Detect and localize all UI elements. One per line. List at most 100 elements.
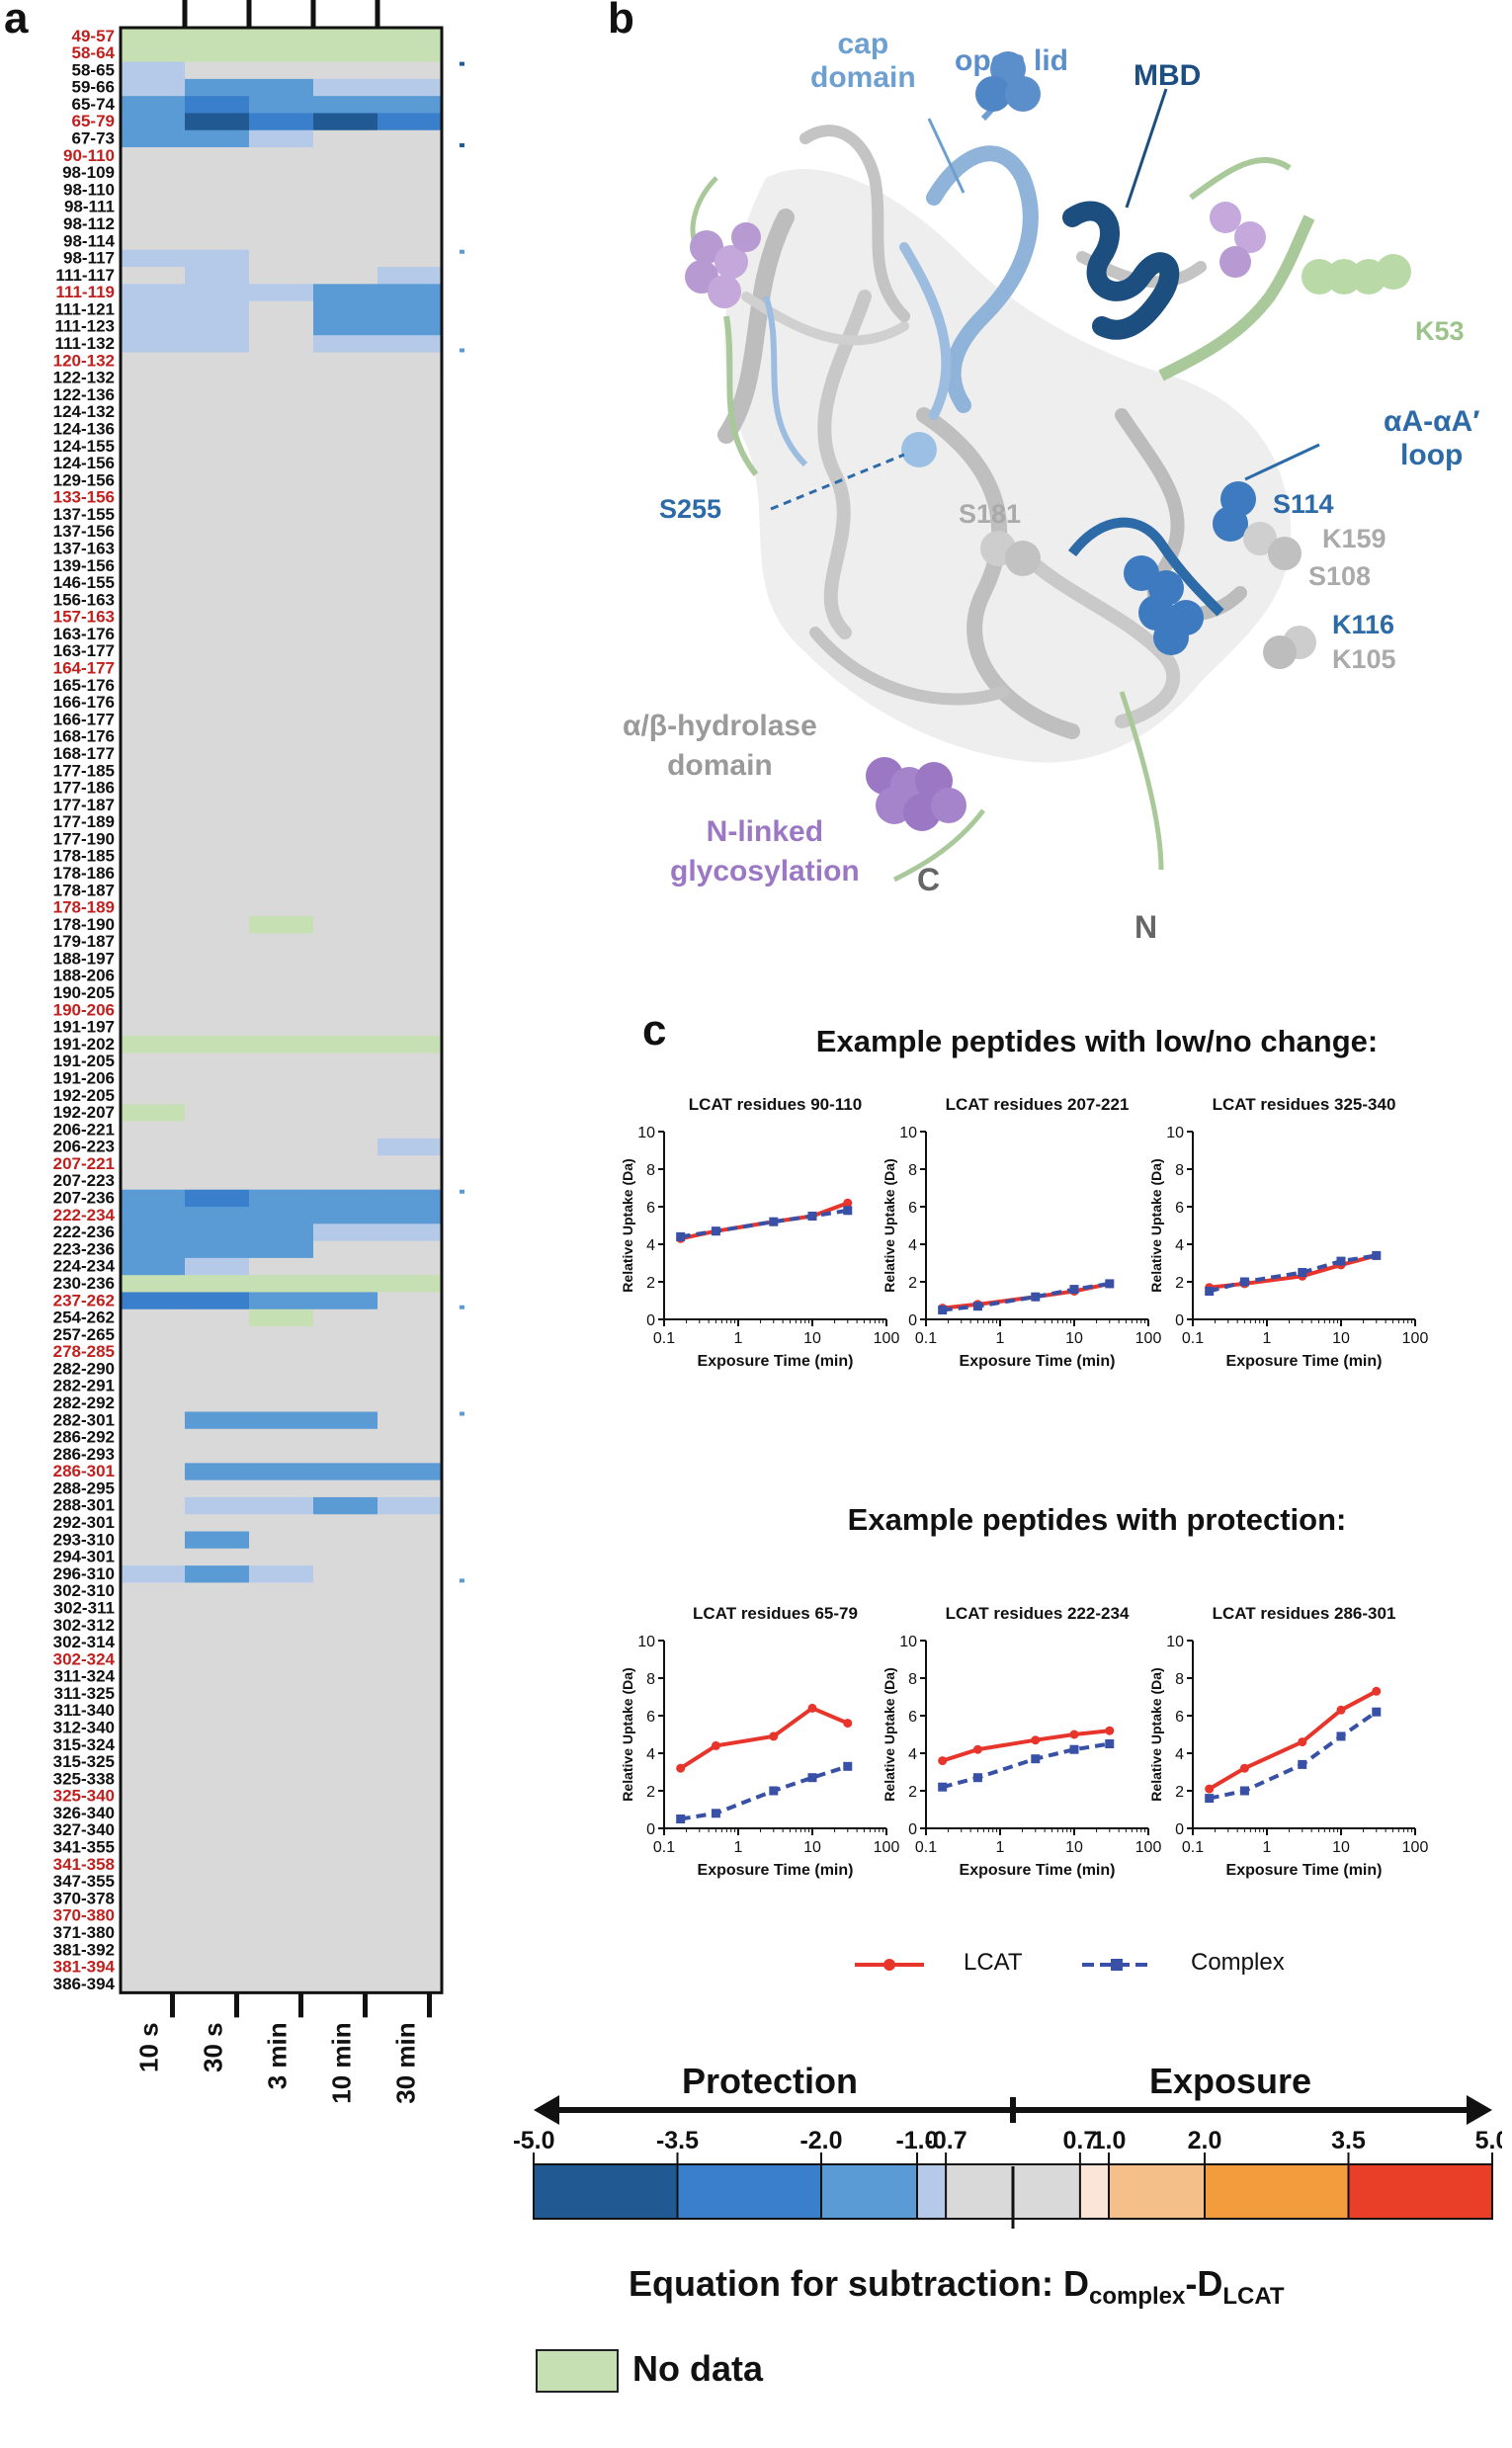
complex-data-point — [1105, 1279, 1115, 1289]
heatmap-cell — [313, 1599, 378, 1618]
legend-complex-marker — [1111, 1959, 1123, 1971]
heatmap-cell — [249, 813, 314, 832]
heatmap-cell — [185, 1634, 250, 1652]
heatmap-cell — [249, 797, 314, 814]
heatmap-cell — [378, 556, 443, 575]
heatmap-cell — [121, 1787, 186, 1806]
lcat-data-point — [711, 1740, 720, 1750]
heatmap-cell — [121, 1976, 186, 1993]
heatmap-cell — [378, 1189, 443, 1208]
heatmap-cell — [185, 61, 250, 80]
y-axis-label: Relative Uptake (Da) — [882, 1158, 897, 1292]
heatmap-cell — [121, 727, 186, 746]
region-bracket — [460, 249, 464, 353]
heatmap-cell — [313, 1172, 378, 1191]
heatmap-cell — [313, 1360, 378, 1379]
peptide-label: 302-324 — [53, 1649, 116, 1668]
cap-domain-label: cap domain — [810, 28, 916, 95]
heatmap-cell — [249, 830, 314, 849]
peptide-label: 137-155 — [53, 505, 115, 524]
heatmap-cell — [121, 574, 186, 593]
peptide-label: 178-187 — [53, 881, 115, 899]
heatmap-cell — [185, 762, 250, 781]
heatmap-cell — [121, 1463, 186, 1481]
peptide-label: 111-117 — [55, 266, 115, 285]
heatmap-cell — [313, 1275, 378, 1293]
heatmap-cell — [378, 1018, 443, 1037]
scale-arrow-right — [1467, 2095, 1492, 2125]
heatmap-cell — [249, 1377, 314, 1395]
y-tick-label: 6 — [646, 1709, 655, 1726]
peptide-label: 58-64 — [72, 43, 116, 62]
peptide-label: 178-190 — [53, 915, 115, 934]
complex-data-point — [769, 1217, 779, 1226]
chart-title: LCAT residues 65-79 — [693, 1604, 858, 1623]
heatmap-cell — [121, 164, 186, 183]
heatmap-cell — [121, 950, 186, 969]
heatmap-cell — [249, 488, 314, 507]
heatmap-cell — [249, 1275, 314, 1293]
complex-series-line — [680, 1208, 849, 1239]
lcat-data-point — [843, 1719, 853, 1729]
y-tick-label: 10 — [637, 1634, 655, 1650]
x-axis-label: Exposure Time (min) — [1226, 1353, 1383, 1370]
scale-tick-label: -0.7 — [925, 2127, 967, 2154]
x-tick-label: 1 — [996, 1839, 1005, 1856]
chart-title: LCAT residues 207-221 — [946, 1095, 1130, 1114]
heatmap-cell — [249, 556, 314, 575]
complex-series-line — [680, 1764, 849, 1821]
heatmap-cell — [121, 1360, 186, 1379]
heatmap-cell — [378, 61, 443, 80]
peptide-label: 177-187 — [53, 796, 115, 814]
mbd-structure-label: MBD — [1134, 59, 1202, 92]
heatmap-cell — [121, 1104, 186, 1123]
heatmap-cell — [378, 642, 443, 661]
heatmap-cell — [249, 1736, 314, 1754]
complex-series-line — [942, 1741, 1111, 1790]
hdx-heatmap: 49-5758-6458-6559-6665-7465-7967-7390-11… — [53, 0, 464, 2104]
heatmap-cell — [313, 1514, 378, 1533]
heatmap-cell — [185, 1873, 250, 1892]
heatmap-cell — [185, 1053, 250, 1071]
y-tick-label: 10 — [899, 1125, 917, 1141]
sphere-glyco-left — [685, 222, 761, 308]
heatmap-cell — [121, 916, 186, 934]
heatmap-cell — [313, 967, 378, 985]
heatmap-cell — [313, 574, 378, 593]
heatmap-cell — [185, 1069, 250, 1088]
heatmap-cell — [121, 608, 186, 627]
heatmap-cell — [313, 147, 378, 165]
peptide-label: 191-202 — [53, 1035, 115, 1054]
peptide-label: 111-121 — [54, 299, 115, 318]
heatmap-cell — [249, 1719, 314, 1737]
peptide-label: 124-132 — [53, 402, 115, 421]
heatmap-cell — [121, 1906, 186, 1925]
heatmap-cell — [249, 540, 314, 558]
heatmap-cell — [313, 1906, 378, 1925]
lcat-series-line — [1208, 1689, 1378, 1791]
heatmap-cell — [313, 1224, 378, 1242]
aa-loop-structure-label-line-2: loop — [1400, 439, 1464, 471]
heatmap-cell — [185, 1719, 250, 1737]
heatmap-cell — [378, 78, 443, 97]
heatmap-cell — [121, 1069, 186, 1088]
heatmap-cell — [185, 1036, 250, 1054]
heatmap-cell — [313, 1787, 378, 1806]
heatmap-cell — [313, 591, 378, 610]
heatmap-cell — [249, 626, 314, 643]
heatmap-cell — [249, 1496, 314, 1515]
heatmap-cell — [121, 1634, 186, 1652]
exposure-label: Exposure — [1149, 2061, 1312, 2101]
peptide-label: 111-119 — [55, 283, 115, 301]
heatmap-cell — [378, 1411, 443, 1430]
heatmap-cell — [313, 1531, 378, 1550]
heatmap-cell — [249, 1036, 314, 1054]
y-tick-label: 4 — [646, 1237, 655, 1254]
complex-data-point — [1336, 1731, 1346, 1741]
sphere-s255 — [901, 432, 937, 467]
heatmap-cell — [249, 1411, 314, 1430]
peptide-label: 90-110 — [63, 146, 115, 165]
complex-data-point — [972, 1773, 982, 1783]
heatmap-cell — [313, 1121, 378, 1140]
hydrolase-domain-label-line-1: α/β-hydrolase — [623, 710, 817, 742]
